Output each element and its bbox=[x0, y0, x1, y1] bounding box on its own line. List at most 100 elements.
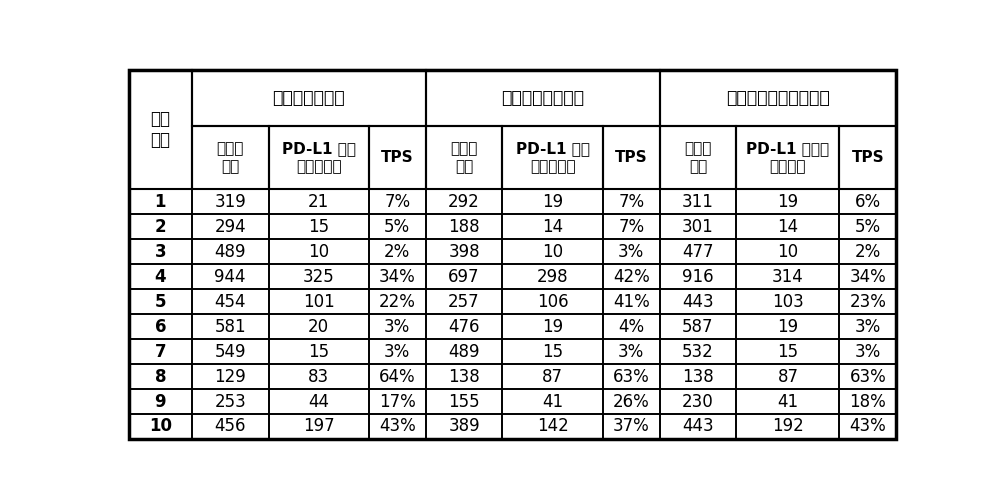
Text: 病理医生（逐个计数）: 病理医生（逐个计数） bbox=[726, 89, 830, 107]
Bar bbox=[736, 414, 839, 439]
Bar bbox=[736, 214, 839, 239]
Bar bbox=[369, 189, 426, 214]
Text: 3%: 3% bbox=[618, 343, 644, 361]
Text: 3: 3 bbox=[154, 243, 166, 261]
Bar bbox=[502, 314, 603, 339]
Bar bbox=[426, 339, 502, 364]
Text: 7%: 7% bbox=[618, 218, 644, 236]
Text: 587: 587 bbox=[682, 318, 714, 336]
Bar bbox=[502, 189, 603, 214]
Bar bbox=[269, 264, 369, 289]
Bar bbox=[660, 414, 736, 439]
Text: 9: 9 bbox=[154, 392, 166, 410]
Text: 22%: 22% bbox=[379, 293, 416, 311]
Text: 257: 257 bbox=[448, 293, 480, 311]
Text: 3%: 3% bbox=[855, 318, 881, 336]
Text: 本发明计数结果: 本发明计数结果 bbox=[272, 89, 345, 107]
Text: 87: 87 bbox=[777, 368, 798, 386]
Bar bbox=[502, 364, 603, 389]
Text: 3%: 3% bbox=[618, 243, 644, 261]
Bar bbox=[736, 239, 839, 264]
Text: 5: 5 bbox=[155, 293, 166, 311]
Text: 454: 454 bbox=[214, 293, 246, 311]
Bar bbox=[736, 189, 839, 214]
Bar bbox=[660, 126, 736, 189]
Text: 14: 14 bbox=[777, 218, 798, 236]
Bar bbox=[426, 189, 502, 214]
Text: 15: 15 bbox=[777, 343, 798, 361]
Bar bbox=[426, 239, 502, 264]
Bar bbox=[369, 389, 426, 414]
Text: 87: 87 bbox=[542, 368, 563, 386]
Bar bbox=[502, 214, 603, 239]
Text: 188: 188 bbox=[448, 218, 480, 236]
Text: 103: 103 bbox=[772, 293, 804, 311]
Text: 916: 916 bbox=[682, 268, 714, 286]
Bar bbox=[192, 314, 269, 339]
Bar bbox=[502, 264, 603, 289]
Text: 14: 14 bbox=[542, 218, 563, 236]
Text: 63%: 63% bbox=[849, 368, 886, 386]
Text: 10: 10 bbox=[149, 417, 172, 435]
Text: 5%: 5% bbox=[384, 218, 410, 236]
Bar bbox=[129, 214, 192, 239]
Text: 532: 532 bbox=[682, 343, 714, 361]
Text: 311: 311 bbox=[682, 193, 714, 211]
Bar bbox=[192, 239, 269, 264]
Text: 314: 314 bbox=[772, 268, 804, 286]
Text: 组织
序号: 组织 序号 bbox=[150, 110, 170, 149]
Bar bbox=[426, 70, 660, 126]
Bar bbox=[839, 289, 896, 314]
Text: 3%: 3% bbox=[384, 343, 410, 361]
Bar bbox=[426, 364, 502, 389]
Text: TPS: TPS bbox=[851, 150, 884, 165]
Bar bbox=[129, 289, 192, 314]
Text: 34%: 34% bbox=[379, 268, 416, 286]
Bar bbox=[369, 126, 426, 189]
Text: 230: 230 bbox=[682, 392, 714, 410]
Text: 325: 325 bbox=[303, 268, 335, 286]
Bar bbox=[839, 314, 896, 339]
Text: 106: 106 bbox=[537, 293, 568, 311]
Bar bbox=[603, 214, 660, 239]
Bar bbox=[839, 339, 896, 364]
Bar bbox=[603, 264, 660, 289]
Bar bbox=[192, 364, 269, 389]
Bar bbox=[603, 289, 660, 314]
Bar bbox=[192, 70, 426, 126]
Text: 476: 476 bbox=[448, 318, 480, 336]
Text: 443: 443 bbox=[682, 417, 714, 435]
Bar bbox=[660, 314, 736, 339]
Bar bbox=[660, 214, 736, 239]
Bar bbox=[603, 314, 660, 339]
Text: 19: 19 bbox=[777, 193, 798, 211]
Bar bbox=[839, 389, 896, 414]
Bar bbox=[269, 289, 369, 314]
Text: 43%: 43% bbox=[379, 417, 416, 435]
Bar bbox=[660, 70, 896, 126]
Bar bbox=[129, 339, 192, 364]
Text: 8: 8 bbox=[155, 368, 166, 386]
Bar bbox=[502, 126, 603, 189]
Bar bbox=[839, 214, 896, 239]
Text: 2: 2 bbox=[154, 218, 166, 236]
Bar bbox=[269, 126, 369, 189]
Text: 7%: 7% bbox=[384, 193, 410, 211]
Text: 15: 15 bbox=[308, 218, 329, 236]
Bar bbox=[426, 264, 502, 289]
Bar bbox=[603, 126, 660, 189]
Text: 443: 443 bbox=[682, 293, 714, 311]
Text: 18%: 18% bbox=[849, 392, 886, 410]
Text: 7: 7 bbox=[154, 343, 166, 361]
Bar bbox=[269, 339, 369, 364]
Text: PD-L1 阳性
肿瘤细胞数: PD-L1 阳性 肿瘤细胞数 bbox=[516, 141, 590, 174]
Bar bbox=[426, 389, 502, 414]
Bar bbox=[603, 189, 660, 214]
Text: 43%: 43% bbox=[849, 417, 886, 435]
Text: 44: 44 bbox=[308, 392, 329, 410]
Text: 7%: 7% bbox=[618, 193, 644, 211]
Bar bbox=[736, 126, 839, 189]
Text: 489: 489 bbox=[214, 243, 246, 261]
Bar bbox=[660, 289, 736, 314]
Bar bbox=[269, 364, 369, 389]
